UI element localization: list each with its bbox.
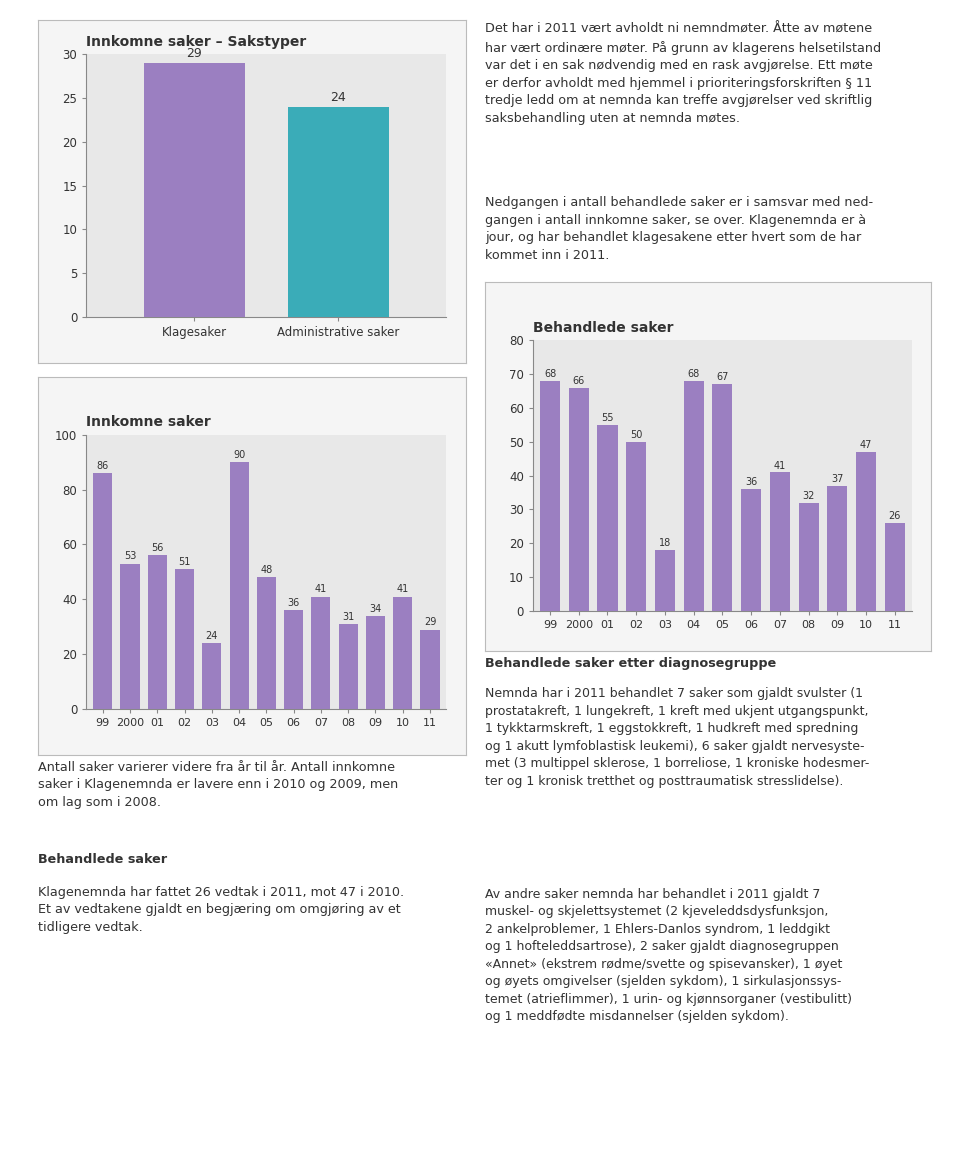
Text: 32: 32	[803, 491, 815, 502]
Text: 36: 36	[745, 477, 757, 488]
Text: 66: 66	[572, 376, 585, 386]
Text: 51: 51	[179, 557, 191, 567]
Text: Klagenemnda har fattet 26 vedtak i 2011, mot 47 i 2010.
Et av vedtakene gjaldt e: Klagenemnda har fattet 26 vedtak i 2011,…	[38, 886, 404, 934]
Bar	[741, 489, 761, 611]
Bar	[655, 550, 675, 611]
Bar	[148, 556, 167, 709]
Bar	[597, 424, 617, 611]
Bar	[366, 616, 385, 709]
Text: 37: 37	[831, 474, 844, 484]
Bar	[626, 442, 646, 611]
Bar	[540, 380, 560, 611]
Text: 36: 36	[288, 598, 300, 608]
Text: 53: 53	[124, 551, 136, 562]
Bar	[568, 387, 588, 611]
Text: 24: 24	[330, 91, 347, 104]
Text: 68: 68	[687, 369, 700, 379]
Bar	[394, 596, 412, 709]
Text: 90: 90	[233, 450, 245, 460]
Text: 29: 29	[424, 617, 436, 627]
Text: Behandlede saker: Behandlede saker	[38, 853, 168, 866]
Text: 34: 34	[370, 604, 382, 613]
Text: Nemnda har i 2011 behandlet 7 saker som gjaldt svulster (1
prostatakreft, 1 lung: Nemnda har i 2011 behandlet 7 saker som …	[485, 687, 869, 787]
Text: 41: 41	[396, 585, 409, 595]
Text: 41: 41	[774, 460, 786, 470]
Text: 24: 24	[205, 631, 218, 641]
Bar	[420, 630, 440, 709]
Bar	[770, 473, 790, 611]
Text: 56: 56	[151, 543, 163, 553]
Text: 50: 50	[630, 430, 642, 440]
Bar	[121, 564, 139, 709]
Text: Behandlede saker: Behandlede saker	[533, 321, 673, 334]
Bar	[144, 63, 245, 317]
Text: Innkomne saker: Innkomne saker	[86, 415, 211, 429]
Text: 48: 48	[260, 565, 273, 575]
Bar	[684, 380, 704, 611]
Bar	[175, 570, 194, 709]
Text: 67: 67	[716, 372, 729, 383]
Bar	[885, 523, 905, 611]
Bar	[229, 462, 249, 709]
Text: 31: 31	[342, 612, 354, 621]
Text: Antall saker varierer videre fra år til år. Antall innkomne
saker i Klagenemnda : Antall saker varierer videre fra år til …	[38, 761, 398, 809]
Text: 41: 41	[315, 585, 327, 595]
Bar	[284, 610, 303, 709]
Text: 47: 47	[860, 440, 873, 450]
Bar	[828, 485, 848, 611]
Bar	[93, 473, 112, 709]
Bar	[712, 384, 732, 611]
Text: 68: 68	[544, 369, 556, 379]
Bar	[203, 643, 222, 709]
Text: Nedgangen i antall behandlede saker er i samsvar med ned-
gangen i antall innkom: Nedgangen i antall behandlede saker er i…	[485, 196, 873, 262]
Text: 18: 18	[659, 538, 671, 549]
Text: 29: 29	[186, 47, 203, 60]
Text: Det har i 2011 vært avholdt ni nemndmøter. Åtte av møtene
har vært ordinære møte: Det har i 2011 vært avholdt ni nemndmøte…	[485, 23, 881, 125]
Text: Av andre saker nemnda har behandlet i 2011 gjaldt 7
muskel- og skjelettsystemet : Av andre saker nemnda har behandlet i 20…	[485, 888, 852, 1024]
Bar	[856, 452, 876, 611]
Bar	[288, 107, 389, 317]
Text: 86: 86	[97, 461, 108, 470]
Text: Innkomne saker – Sakstyper: Innkomne saker – Sakstyper	[86, 35, 306, 48]
Text: 7: 7	[11, 593, 26, 612]
Text: 26: 26	[889, 511, 900, 521]
Text: Behandlede saker etter diagnosegruppe: Behandlede saker etter diagnosegruppe	[485, 657, 776, 670]
Bar	[257, 578, 276, 709]
Text: 55: 55	[601, 413, 613, 423]
Bar	[339, 624, 358, 709]
Bar	[799, 503, 819, 611]
Bar	[311, 596, 330, 709]
